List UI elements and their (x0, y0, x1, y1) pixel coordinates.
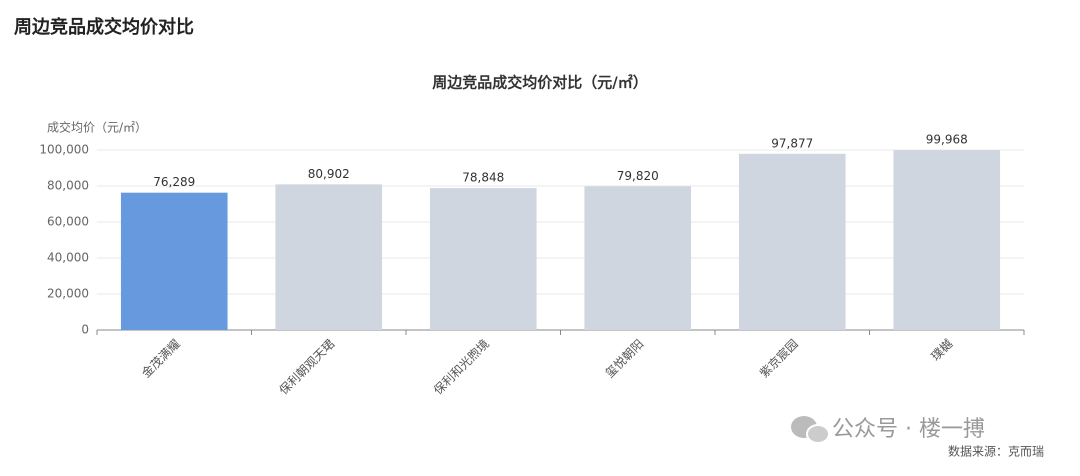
y-tick-label: 100,000 (39, 143, 89, 157)
y-tick-label: 40,000 (47, 251, 89, 265)
x-tick-label: 紫京宸园 (756, 336, 801, 381)
watermark-icon (791, 416, 830, 444)
x-tick-label: 璞樾 (928, 336, 956, 364)
bar (429, 188, 537, 330)
bar (738, 153, 846, 330)
x-tick-label: 保利和光煦境 (430, 336, 492, 398)
y-tick-label: 20,000 (47, 287, 89, 301)
y-tick-label: 60,000 (47, 215, 89, 229)
bar (275, 184, 383, 330)
value-label: 76,289 (153, 175, 195, 189)
value-label: 80,902 (308, 167, 350, 181)
value-label: 97,877 (771, 136, 813, 150)
x-tick-label: 金茂满耀 (138, 336, 183, 381)
value-label: 99,968 (926, 133, 968, 147)
chart-title: 周边竞品成交均价对比（元/㎡） (432, 74, 647, 92)
x-tick-label: 保利朝观天珺 (277, 337, 338, 398)
value-label: 79,820 (617, 169, 659, 183)
bar (584, 186, 692, 330)
page-title: 周边竞品成交均价对比 (14, 16, 194, 38)
y-tick-label: 0 (81, 323, 89, 337)
y-axis-label: 成交均价（元/㎡） (47, 120, 147, 135)
watermark: 公众号 · 楼一搏 (832, 417, 985, 442)
value-label: 78,848 (462, 171, 504, 185)
bar (120, 192, 228, 330)
bar (893, 150, 1001, 330)
y-tick-label: 80,000 (47, 179, 89, 193)
source-note: 数据来源：克而瑞 (948, 444, 1044, 459)
x-tick-label: 玺悦朝阳 (602, 337, 646, 381)
